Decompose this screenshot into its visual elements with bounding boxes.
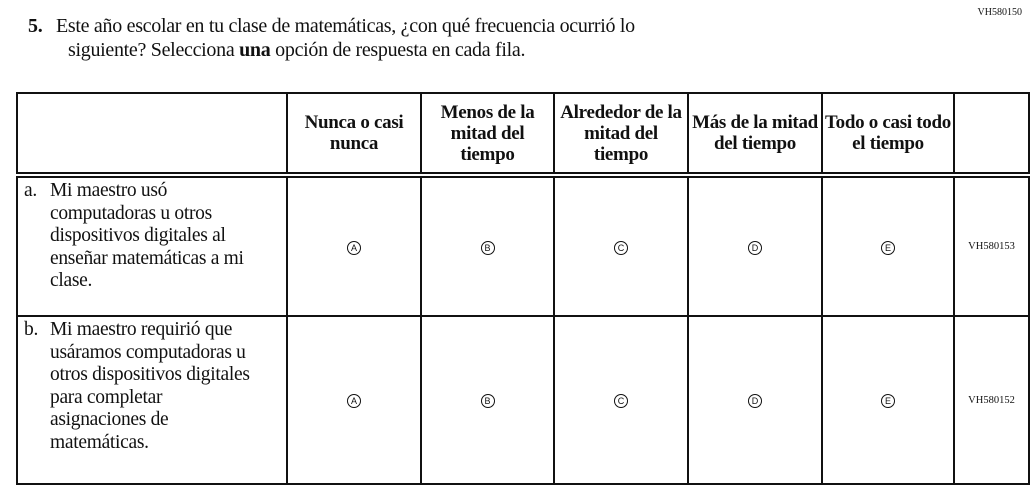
- code-header: [953, 92, 1030, 178]
- item-code: VH580152: [953, 315, 1030, 485]
- radio-bubble-a[interactable]: A: [347, 394, 361, 408]
- table-row: a. Mi maestro usó computadoras u otros di…: [16, 174, 1030, 317]
- radio-bubble-c[interactable]: C: [614, 394, 628, 408]
- radio-bubble-a[interactable]: A: [347, 240, 361, 255]
- radio-bubble-c[interactable]: C: [614, 240, 628, 255]
- option-cell[interactable]: E: [821, 315, 955, 485]
- row-text: Mi maestro requirió que usáramos computa…: [50, 319, 250, 453]
- question-number: 5.: [28, 15, 43, 37]
- radio-bubble-e[interactable]: E: [881, 240, 895, 255]
- response-grid: Nunca o casi nunca Menos de la mitad del…: [16, 92, 1030, 485]
- item-code: VH580153: [953, 174, 1030, 317]
- question-line1: Este año escolar en tu clase de matemáti…: [56, 15, 635, 37]
- radio-bubble-b[interactable]: B: [480, 240, 495, 255]
- column-header: Menos de la mitad del tiempo: [420, 92, 555, 178]
- blank-header: [16, 92, 288, 178]
- option-cell[interactable]: D: [687, 315, 823, 485]
- question-text: 5. Este año escolar en tu clase de matemá…: [28, 14, 635, 62]
- radio-bubble-d[interactable]: D: [748, 394, 762, 408]
- column-header: Alrededor de la mitad del tiempo: [553, 92, 689, 178]
- row-label: b.: [24, 319, 39, 340]
- option-cell[interactable]: B: [420, 315, 555, 485]
- radio-bubble-e[interactable]: E: [881, 394, 895, 408]
- column-header: Más de la mitad del tiempo: [687, 92, 823, 178]
- option-cell[interactable]: D: [687, 174, 823, 317]
- option-cell[interactable]: A: [286, 174, 422, 317]
- option-cell[interactable]: C: [553, 315, 689, 485]
- row-stem: a. Mi maestro usó computadoras u otros di…: [16, 174, 288, 317]
- question-line2-pre: siguiente? Selecciona: [68, 39, 240, 61]
- question-id: VH580150: [977, 7, 1022, 18]
- column-header: Nunca o casi nunca: [286, 92, 422, 178]
- table-row: b. Mi maestro requirió que usáramos compu…: [16, 315, 1030, 485]
- option-cell[interactable]: A: [286, 315, 422, 485]
- radio-bubble-b[interactable]: B: [480, 394, 495, 408]
- header-row: Nunca o casi nunca Menos de la mitad del…: [16, 92, 1030, 178]
- question-line2-post: opción de respuesta en cada fila.: [270, 39, 526, 61]
- row-label: a.: [24, 180, 37, 201]
- column-header: Todo o casi todo el tiempo: [821, 92, 955, 178]
- radio-bubble-d[interactable]: D: [748, 240, 762, 255]
- option-cell[interactable]: C: [553, 174, 689, 317]
- option-cell[interactable]: B: [420, 174, 555, 317]
- row-text: Mi maestro usó computadoras u otros disp…: [50, 180, 244, 291]
- option-cell[interactable]: E: [821, 174, 955, 317]
- question-emphasis: una: [239, 39, 271, 61]
- row-stem: b. Mi maestro requirió que usáramos compu…: [16, 315, 288, 485]
